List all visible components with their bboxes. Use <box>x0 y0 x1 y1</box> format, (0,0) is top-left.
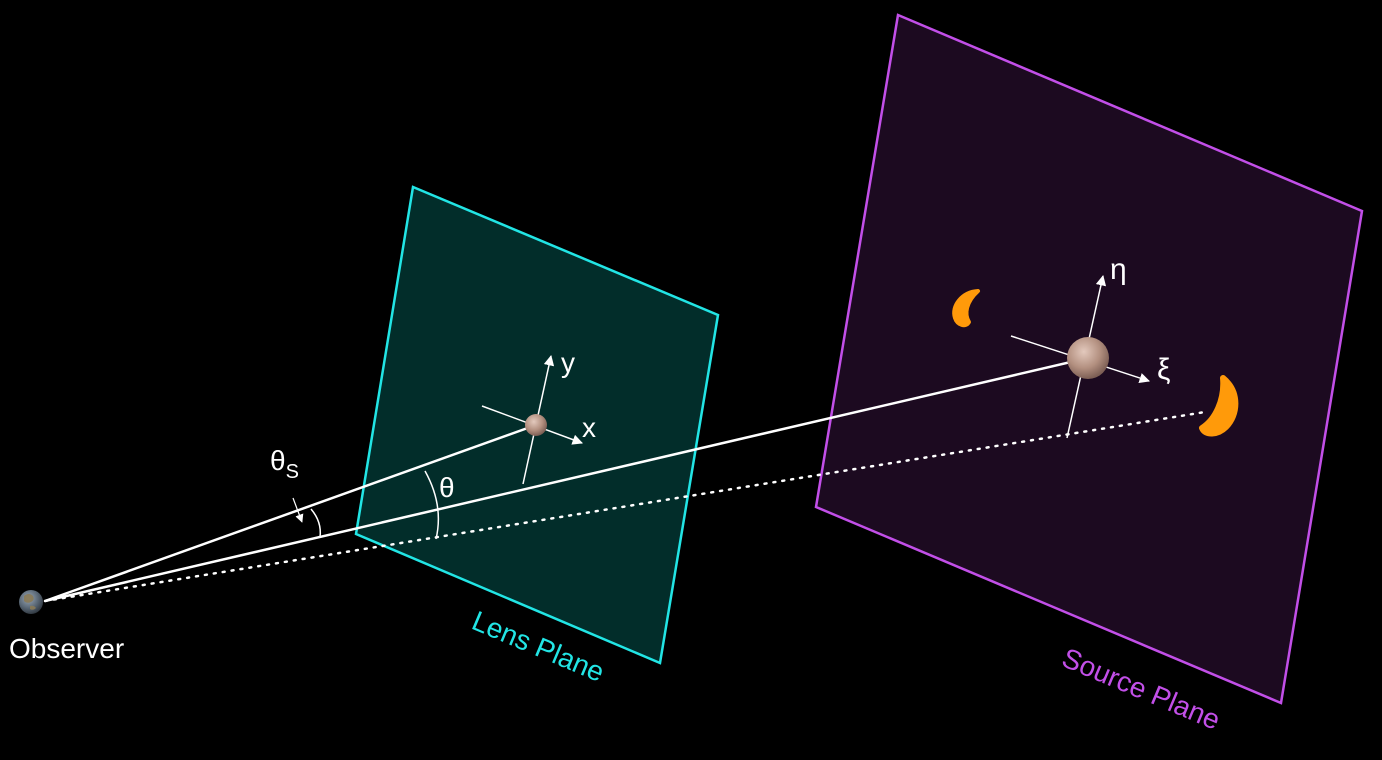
source-eta-label: η <box>1110 253 1127 286</box>
lens-x-label: x <box>582 412 596 443</box>
ray-to-lens <box>44 423 537 603</box>
source-xi-label: ξ <box>1157 353 1170 386</box>
ray-to-source <box>44 356 1089 603</box>
earth-landmass <box>24 594 36 610</box>
theta-angle-arc <box>424 470 440 540</box>
observer-label: Observer <box>9 633 124 664</box>
lensed-image-arc-right <box>1199 375 1239 437</box>
theta-s-label: θS <box>270 445 299 483</box>
theta-s-symbol: θ <box>270 445 286 476</box>
lens-mass <box>525 414 547 436</box>
theta-s-subscript: S <box>286 461 299 483</box>
theta-label: θ <box>439 472 455 503</box>
optical-axis-dotted <box>43 410 1207 603</box>
lensed-image-arc-left <box>952 289 980 328</box>
source-mass <box>1067 337 1109 379</box>
theta-s-pointer <box>292 497 304 523</box>
lens-y-label: y <box>561 347 575 378</box>
theta-s-angle-arc <box>310 508 322 538</box>
